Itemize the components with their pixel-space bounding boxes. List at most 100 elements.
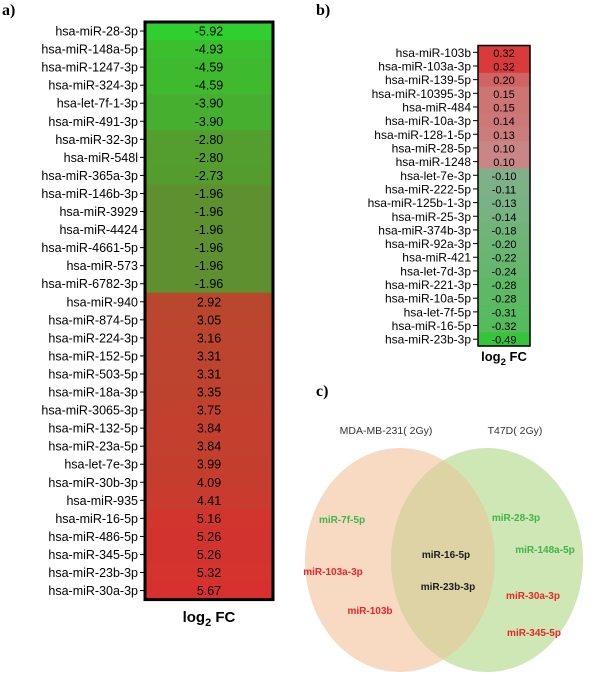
heatmap-cell [478,59,530,74]
heatmap-cell [478,168,530,183]
heatmap-cell [478,236,530,251]
cell-value: 0.20 [493,75,514,87]
row-label: hsa-miR-132-5p [48,422,138,436]
heatmap-cell [478,305,530,320]
heatmap-b: hsa-miR-103b 0.32 hsa-miR-103a-3p 0.32 hsa-m… [368,44,531,347]
heatmap-cell [145,364,273,384]
row-label: hsa-miR-421 [402,251,471,265]
row-label: hsa-miR-92a-3p [385,237,471,251]
heatmap-cell [478,277,530,292]
venn-mirna-label: miR-103a-3p [303,567,362,578]
row-label: hsa-let-7d-3p [400,264,471,278]
cell-value: -1.96 [195,241,224,255]
row-label: hsa-miR-28-5p [392,141,472,155]
cell-value: -0.14 [491,212,516,224]
row-label: hsa-miR-484 [402,100,471,114]
heatmap-cell [145,509,273,528]
heatmap-cell [478,45,530,60]
heatmap-cell [145,148,273,167]
heatmap-cell [145,455,273,474]
row-label: hsa-miR-6782-3p [41,277,138,291]
row-label: hsa-miR-125b-1-3p [368,196,472,210]
cell-value: 2.92 [197,295,221,309]
cell-value: -0.28 [491,294,516,306]
row-label: hsa-miR-10395-3p [372,87,472,101]
row-label: hsa-miR-365a-3p [41,169,138,183]
venn-mirna-label: miR-148a-5p [515,545,574,556]
row-label: hsa-miR-10a-5p [385,292,471,306]
heatmap-frame [143,20,275,602]
cell-value: 3.16 [197,331,221,345]
row-label: hsa-miR-16-5p [392,319,472,333]
row-label: hsa-miR-103b [396,46,472,60]
cell-value: 3.05 [197,313,221,327]
cell-value: 0.10 [493,143,514,155]
cell-value: -3.90 [195,97,224,111]
heatmap-cell [145,563,273,583]
heatmap-a-xlabel: log2 FC [183,609,236,629]
cell-value: -0.31 [491,307,516,319]
cell-value: -0.22 [491,253,516,265]
heatmap-cell [145,130,273,149]
row-label: hsa-miR-146b-3p [41,187,138,201]
cell-value: -4.93 [195,43,224,57]
cell-value: -0.11 [492,184,516,196]
heatmap-cell [478,100,530,115]
row-label: hsa-miR-152-5p [48,349,138,363]
heatmap-cell [145,383,273,402]
heatmap-cell [145,328,273,348]
row-label: hsa-miR-23b-3p [48,566,138,580]
heatmap-cell [478,209,530,224]
row-label: hsa-let-7e-3p [400,169,471,183]
cell-value: -0.13 [491,198,516,210]
row-label: hsa-miR-30b-3p [48,476,138,490]
venn-diagram: MDA-MB-231( 2Gy) T47D( 2Gy) miR-7f-5p miR… [303,425,583,672]
heatmap-cell [478,250,530,265]
venn-right-title: T47D( 2Gy) [488,425,543,437]
cell-value: -0.32 [491,321,516,333]
row-label: hsa-miR-32-3p [55,133,138,147]
heatmap-cell [478,318,530,333]
cell-value: 5.26 [197,530,221,544]
row-label: hsa-miR-4424 [59,223,138,237]
heatmap-cell [478,127,530,142]
heatmap-cell [145,419,273,438]
row-label: hsa-let-7f-5p [404,305,472,319]
cell-value: -0.20 [491,239,516,251]
heatmap-cell [145,184,273,203]
panel-c-label: c) [316,383,328,400]
cell-value: -2.73 [195,169,224,183]
cell-value: 0.32 [493,61,514,73]
heatmap-cell [145,256,273,276]
cell-value: 5.67 [197,584,221,598]
heatmap-cell [145,112,273,131]
heatmap-cell [478,182,530,197]
cell-value: 0.15 [493,89,514,101]
cell-value: -4.59 [195,79,224,93]
heatmap-cell [145,40,273,59]
venn-left-title: MDA-MB-231( 2Gy) [340,425,433,437]
cell-value: 3.99 [197,458,221,472]
row-label: hsa-miR-4661-5p [41,241,138,255]
heatmap-cell [145,310,273,330]
row-label: hsa-miR-23a-5p [48,440,138,454]
row-label: hsa-miR-224-3p [48,331,138,345]
cell-value: -3.90 [195,115,224,129]
heatmap-cell [145,76,273,95]
venn-mirna-label: miR-103b [347,606,392,617]
row-label: hsa-miR-139-5p [385,73,471,87]
heatmap-a: hsa-miR-28-3p -5.92 hsa-miR-148a-5p -4.93 hs… [41,20,275,602]
heatmap-cell [145,437,273,456]
cell-value: 4.09 [197,476,221,490]
cell-value: 0.10 [493,157,514,169]
cell-value: -0.49 [491,335,516,347]
cell-value: 3.75 [197,404,221,418]
heatmap-b-xlabel: log2 FC [481,349,527,368]
row-label: hsa-let-7f-1-3p [57,97,138,111]
row-label: hsa-miR-486-5p [48,530,138,544]
heatmap-cell [478,72,530,87]
cell-value: -1.96 [195,187,224,201]
cell-value: -0.28 [491,280,516,292]
row-label: hsa-miR-935 [66,494,138,508]
